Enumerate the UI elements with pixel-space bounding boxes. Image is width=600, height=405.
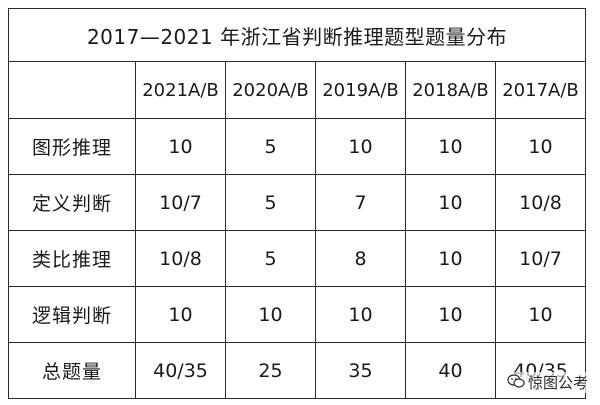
table-cell: 10 [405,230,496,287]
row-label: 总题量 [8,342,136,399]
table-cell: 5 [225,118,316,175]
header-cell-2018: 2018A/B [405,61,496,119]
row-label: 定义判断 [8,174,136,231]
table-cell: 8 [315,230,406,287]
table-cell: 10 [405,118,496,175]
row-label: 逻辑判断 [8,286,136,343]
table-cell: 10 [405,286,496,343]
wechat-icon [507,373,525,392]
table-cell: 35 [315,342,406,399]
watermark-text: 惊图公考 [527,374,588,392]
table-cell: 10/7 [494,230,587,287]
total-row: 总题量 40/35 25 35 40 40/35 [8,342,587,399]
table-cell: 10/8 [135,230,226,287]
table-cell: 10/8 [494,174,587,231]
table-row: 逻辑判断 10 10 10 10 10 [8,286,587,343]
table-cell: 25 [225,342,316,399]
table-title: 2017—2021 年浙江省判断推理题型题量分布 [7,8,587,62]
question-distribution-table-container: 2017—2021 年浙江省判断推理题型题量分布 2021A/B 2020A/B… [7,8,587,399]
header-cell-2020: 2020A/B [225,61,316,119]
row-label: 类比推理 [8,230,136,287]
table-cell: 10 [135,286,226,343]
table-cell: 10/7 [135,174,226,231]
row-label: 图形推理 [8,118,136,175]
header-cell-2021: 2021A/B [135,61,226,119]
table-cell: 7 [315,174,406,231]
table-cell: 10 [135,118,226,175]
table-cell: 10 [405,174,496,231]
table-cell: 5 [225,230,316,287]
table-cell: 10 [315,286,406,343]
question-distribution-table: 2017—2021 年浙江省判断推理题型题量分布 2021A/B 2020A/B… [7,8,587,399]
table-cell: 40/35 [135,342,226,399]
table-row: 图形推理 10 5 10 10 10 [8,118,587,175]
watermark: 惊图公考 [504,372,590,393]
table-cell: 40 [405,342,496,399]
table-cell: 10 [494,118,587,175]
table-cell: 10 [315,118,406,175]
table-row: 类比推理 10/8 5 8 10 10/7 [8,230,587,287]
header-cell-2019: 2019A/B [315,61,406,119]
header-cell-2017: 2017A/B [494,61,587,119]
table-row: 定义判断 10/7 5 7 10 10/8 [8,174,587,231]
header-row: 2021A/B 2020A/B 2019A/B 2018A/B 2017A/B [8,61,587,119]
table-cell: 10 [225,286,316,343]
header-corner-cell [8,61,136,119]
table-cell: 5 [225,174,316,231]
table-cell: 10 [494,286,587,343]
